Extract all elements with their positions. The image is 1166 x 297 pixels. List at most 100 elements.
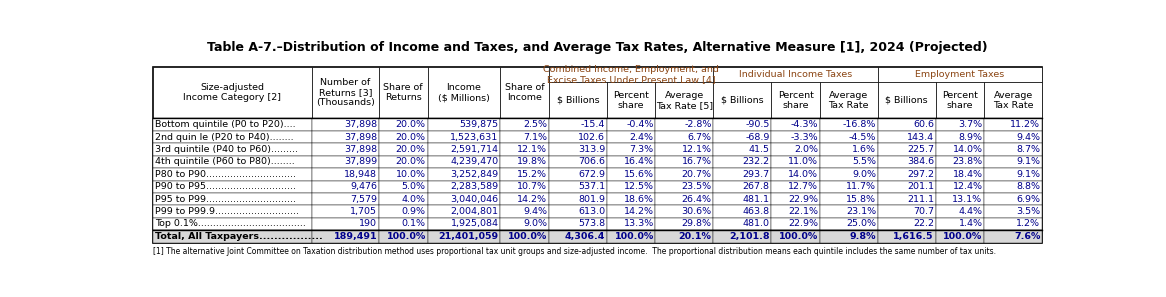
Bar	[549, 168, 607, 181]
Bar	[311, 181, 379, 193]
Text: 3,040,046: 3,040,046	[450, 195, 499, 204]
Bar	[153, 218, 311, 230]
Bar	[379, 67, 428, 119]
Text: 14.2%: 14.2%	[518, 195, 547, 204]
Bar	[153, 168, 311, 181]
Bar	[311, 230, 379, 243]
Bar	[935, 119, 984, 131]
Bar	[771, 156, 820, 168]
Text: 9.4%: 9.4%	[524, 207, 547, 216]
Text: 18.4%: 18.4%	[953, 170, 983, 179]
Text: 100.0%: 100.0%	[386, 232, 426, 241]
Text: -4.5%: -4.5%	[849, 132, 876, 142]
Bar	[428, 205, 500, 218]
Bar	[500, 67, 549, 119]
Text: 3.5%: 3.5%	[1017, 207, 1040, 216]
Text: 15.6%: 15.6%	[624, 170, 654, 179]
Text: 4,306.4: 4,306.4	[564, 232, 605, 241]
Text: 100.0%: 100.0%	[943, 232, 983, 241]
Text: 2,591,714: 2,591,714	[450, 145, 499, 154]
Text: 267.8: 267.8	[743, 182, 770, 191]
Bar	[500, 156, 549, 168]
Text: Income
($ Millions): Income ($ Millions)	[438, 83, 490, 102]
Text: 1.6%: 1.6%	[852, 145, 876, 154]
Text: 14.0%: 14.0%	[788, 170, 819, 179]
Text: 9.1%: 9.1%	[1017, 170, 1040, 179]
Text: -3.3%: -3.3%	[791, 132, 819, 142]
Text: 10.0%: 10.0%	[395, 170, 426, 179]
Bar	[655, 156, 714, 168]
Text: 1.4%: 1.4%	[958, 219, 983, 228]
Text: 613.0: 613.0	[578, 207, 605, 216]
Text: 0.9%: 0.9%	[402, 207, 426, 216]
Text: 3.7%: 3.7%	[958, 120, 983, 129]
Bar	[935, 218, 984, 230]
Bar	[878, 193, 935, 205]
Bar	[984, 218, 1042, 230]
Text: 100.0%: 100.0%	[779, 232, 819, 241]
Bar	[153, 67, 1042, 243]
Text: 7.6%: 7.6%	[1014, 232, 1040, 241]
Bar	[984, 181, 1042, 193]
Text: 20.0%: 20.0%	[395, 132, 426, 142]
Bar	[878, 119, 935, 131]
Text: Size-adjusted
Income Category [2]: Size-adjusted Income Category [2]	[183, 83, 281, 102]
Text: 13.1%: 13.1%	[953, 195, 983, 204]
Bar	[878, 230, 935, 243]
Text: 481.0: 481.0	[743, 219, 770, 228]
Text: Share of
Income: Share of Income	[505, 83, 545, 102]
Bar	[379, 218, 428, 230]
Text: 37,899: 37,899	[344, 157, 378, 166]
Bar	[311, 156, 379, 168]
Bar	[714, 230, 771, 243]
Bar	[878, 131, 935, 143]
Text: 9.4%: 9.4%	[1017, 132, 1040, 142]
Bar	[655, 143, 714, 156]
Text: P99 to P99.9............................: P99 to P99.9............................	[155, 207, 298, 216]
Bar	[655, 181, 714, 193]
Text: Share of
Returns: Share of Returns	[384, 83, 423, 102]
Text: $ Billions: $ Billions	[885, 96, 928, 105]
Bar	[820, 230, 878, 243]
Text: 41.5: 41.5	[749, 145, 770, 154]
Text: 297.2: 297.2	[907, 170, 934, 179]
Bar	[607, 119, 655, 131]
Text: 11.2%: 11.2%	[1011, 120, 1040, 129]
Bar	[878, 67, 1042, 82]
Bar	[984, 82, 1042, 119]
Bar	[153, 119, 311, 131]
Text: 100.0%: 100.0%	[614, 232, 654, 241]
Text: 23.5%: 23.5%	[681, 182, 711, 191]
Text: 9,476: 9,476	[350, 182, 378, 191]
Bar	[549, 131, 607, 143]
Bar	[500, 205, 549, 218]
Text: 4.4%: 4.4%	[958, 207, 983, 216]
Text: 7.1%: 7.1%	[524, 132, 547, 142]
Text: 20.0%: 20.0%	[395, 120, 426, 129]
Text: 190: 190	[359, 219, 378, 228]
Text: 211.1: 211.1	[907, 195, 934, 204]
Bar	[607, 168, 655, 181]
Text: P80 to P90..............................: P80 to P90..............................	[155, 170, 296, 179]
Text: 23.8%: 23.8%	[953, 157, 983, 166]
Bar	[878, 218, 935, 230]
Text: P95 to P99..............................: P95 to P99..............................	[155, 195, 296, 204]
Bar	[984, 143, 1042, 156]
Text: 9.0%: 9.0%	[852, 170, 876, 179]
Bar	[153, 193, 311, 205]
Bar	[311, 168, 379, 181]
Text: -68.9: -68.9	[745, 132, 770, 142]
Bar	[549, 205, 607, 218]
Bar	[549, 218, 607, 230]
Bar	[771, 205, 820, 218]
Bar	[655, 205, 714, 218]
Bar	[607, 218, 655, 230]
Bar	[655, 230, 714, 243]
Text: 15.2%: 15.2%	[518, 170, 547, 179]
Bar	[771, 230, 820, 243]
Text: 20.0%: 20.0%	[395, 145, 426, 154]
Bar	[935, 143, 984, 156]
Text: 1.2%: 1.2%	[1017, 219, 1040, 228]
Text: 20.0%: 20.0%	[395, 157, 426, 166]
Bar	[153, 205, 311, 218]
